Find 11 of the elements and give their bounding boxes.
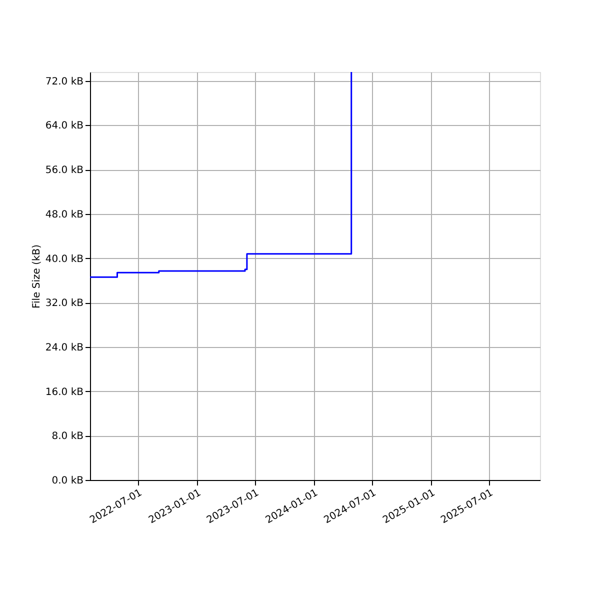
y-tick-label: 48.0 kB: [45, 209, 84, 220]
y-tick-label: 32.0 kB: [45, 298, 84, 310]
y-tick-label: 0.0 kB: [52, 476, 84, 486]
y-tick-label: 40.0 kB: [45, 254, 84, 265]
y-tick-label: 64.0 kB: [45, 120, 84, 132]
y-tick-label: 24.0 kB: [45, 342, 84, 354]
y-axis-title: File Size (kB): [31, 244, 42, 309]
y-tick-label: 72.0 kB: [45, 76, 84, 88]
y-tick-label: 8.0 kB: [52, 431, 84, 442]
y-tick-label: 16.0 kB: [45, 386, 84, 398]
y-tick-label: 56.0 kB: [45, 165, 84, 176]
